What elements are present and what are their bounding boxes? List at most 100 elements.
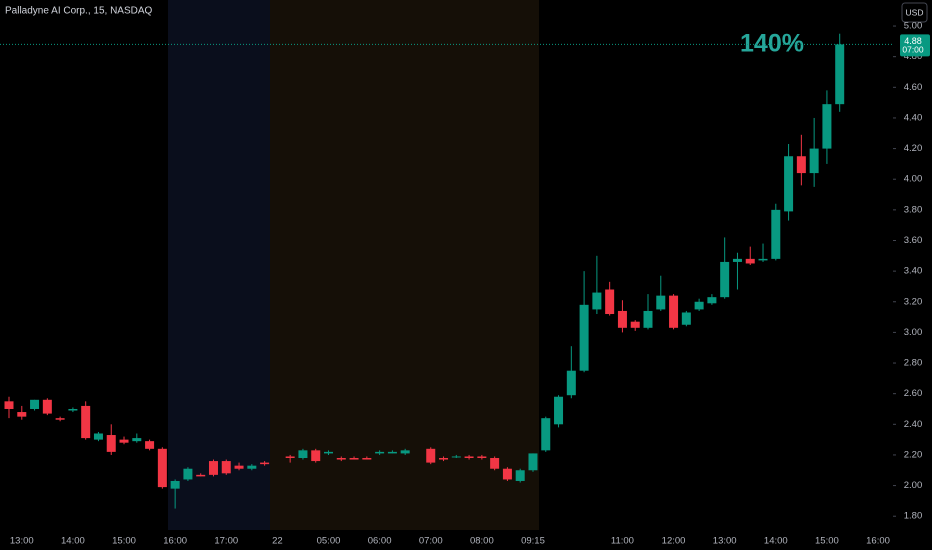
y-tick-label: 4.80 (904, 51, 923, 62)
x-tick-label: 14:00 (764, 536, 788, 547)
chart-title: Palladyne AI Corp., 15, NASDAQ (5, 6, 153, 17)
candle-body (643, 310, 653, 328)
candle-body (349, 458, 359, 460)
x-tick-label: 12:00 (662, 536, 686, 547)
candle-body (592, 292, 602, 310)
candle-body (784, 156, 794, 212)
x-tick-label: 13:00 (713, 536, 737, 547)
x-tick-label: 11:00 (611, 536, 634, 547)
x-tick-label: 17:00 (214, 536, 238, 547)
x-tick-label: 09:15 (521, 536, 545, 547)
candle-body (617, 310, 627, 328)
candle-body (55, 418, 65, 420)
candle-body (515, 470, 525, 481)
session-shade (168, 0, 270, 530)
x-tick-label: 06:00 (368, 536, 392, 547)
y-tick-label: 4.40 (904, 112, 923, 123)
candle-body (42, 399, 52, 414)
x-tick-label: 16:00 (866, 536, 890, 547)
candle-body (132, 438, 142, 442)
currency-button[interactable] (901, 2, 928, 23)
candle-body (541, 418, 551, 451)
candle-body (579, 304, 589, 371)
y-tick-label: 2.60 (904, 388, 923, 399)
y-tick-label: 2.00 (904, 480, 923, 491)
y-tick-label: 4.60 (904, 82, 923, 93)
candle-body (336, 458, 346, 460)
candle-body (490, 458, 500, 469)
candle-body (732, 258, 742, 262)
candle-body (145, 441, 155, 449)
y-tick-label: 2.80 (904, 358, 923, 369)
x-tick-label: 16:00 (163, 536, 187, 547)
candle-body (502, 468, 512, 480)
y-tick-label: 2.40 (904, 419, 923, 430)
x-tick-label: 15:00 (815, 536, 839, 547)
candle-body (247, 465, 257, 469)
candle-body (720, 261, 730, 298)
y-tick-label: 3.20 (904, 296, 923, 307)
candle-body (4, 401, 14, 409)
candle-body (221, 461, 231, 474)
candle-body (234, 465, 244, 469)
candle-body (387, 451, 397, 454)
last-price-label: 4.88 (904, 36, 922, 46)
x-tick-label: 08:00 (470, 536, 494, 547)
candle-body (324, 451, 333, 454)
candle-body (285, 456, 295, 459)
candle-body (822, 104, 832, 149)
last-price-box (900, 34, 930, 57)
candle-body (311, 450, 321, 462)
candle-body (183, 468, 193, 480)
candle-body (464, 456, 474, 459)
candle-body (707, 297, 717, 304)
candle-body (400, 450, 410, 454)
candle-body (451, 456, 461, 458)
y-tick-label: 4.20 (904, 143, 923, 154)
candle-body (694, 301, 704, 310)
candle-body (439, 458, 449, 460)
candle-body (30, 399, 40, 409)
x-tick-label: 15:00 (112, 536, 136, 547)
y-tick-label: 5.00 (904, 21, 923, 32)
candle-body (477, 456, 487, 459)
session-shade (270, 0, 539, 530)
candle-body (656, 295, 666, 310)
y-tick-label: 3.60 (904, 235, 923, 246)
x-tick-label: 05:00 (317, 536, 341, 547)
x-tick-label: 13:00 (10, 536, 34, 547)
candle-body (375, 451, 385, 454)
candle-body (157, 448, 167, 488)
candle-body (566, 370, 576, 396)
candle-body (260, 462, 270, 465)
candle-body (196, 474, 206, 477)
candle-body (681, 312, 691, 325)
candle-body (796, 156, 806, 174)
candle-body (93, 433, 103, 440)
candle-body (758, 258, 768, 261)
candle-body (771, 209, 781, 259)
candle-body (68, 408, 78, 411)
y-tick-label: 3.00 (904, 327, 923, 338)
candle-body (745, 258, 755, 264)
candle-body (669, 295, 679, 328)
y-tick-label: 3.80 (904, 204, 923, 215)
x-tick-label: 22 (272, 536, 283, 547)
candle-body (119, 439, 129, 443)
candle-body (362, 458, 372, 460)
candle-body (17, 412, 27, 417)
x-tick-label: 14:00 (61, 536, 85, 547)
candle-body (528, 453, 538, 471)
annotation: 140% (740, 30, 804, 58)
currency-label[interactable]: USD (906, 7, 924, 17)
candle-body (809, 148, 819, 174)
candle-body (170, 480, 180, 489)
y-tick-label: 3.40 (904, 266, 923, 277)
candle-body (106, 435, 116, 452)
candle-body (605, 289, 615, 315)
candle-body (630, 321, 640, 328)
candle-body (554, 396, 564, 425)
candle-body (426, 448, 436, 463)
candle-body (298, 450, 308, 459)
